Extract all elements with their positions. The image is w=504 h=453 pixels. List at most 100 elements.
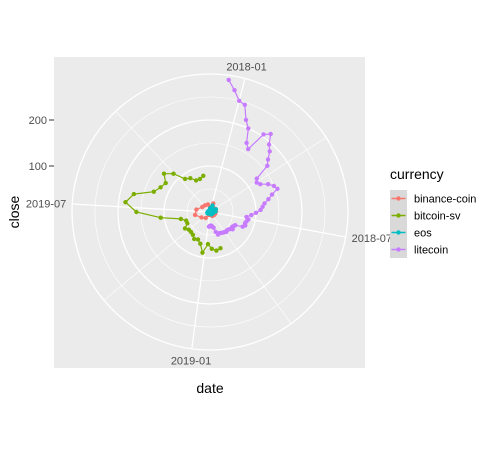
data-point [244,140,249,146]
data-point [214,248,219,253]
angular-tick-label: 2019-01 [171,356,211,368]
data-point [243,117,249,123]
data-point [195,237,201,242]
data-point [134,209,139,215]
angular-tick-labels: 2018-01 2018-07 2019-01 2019-07 [26,62,392,368]
minor-grid-circle [186,188,234,236]
data-point [265,182,271,187]
data-point [246,126,251,131]
data-point [161,171,167,176]
polar-grid [71,73,349,351]
data-point [192,212,198,218]
data-point [158,215,163,220]
data-point [188,176,193,181]
data-point [193,178,199,183]
y-axis-title: close [6,195,22,228]
major-grid-spoke [209,211,346,238]
radial-tick-labels: 100 200 [29,115,54,173]
data-point [207,208,212,213]
data-point [206,224,212,229]
major-grid-circle [71,73,349,351]
data-point [123,200,128,205]
data-point [254,176,259,181]
data-point [163,180,168,186]
data-point [218,246,223,251]
legend-key-point [396,247,401,252]
data-point [197,176,203,182]
data-point [151,189,156,194]
data-point [254,180,259,185]
data-point [275,186,280,191]
legend-label: eos [414,228,432,240]
data-point [194,207,199,212]
radial-tick-label: 200 [29,115,47,127]
data-point [265,163,270,168]
series-bitcoin-sv [123,171,223,255]
legend-key-point [396,230,401,235]
data-point [269,192,275,197]
data-point [182,176,188,182]
legend-entry-binance-coin: binance-coin [390,190,476,207]
minor-grid-spoke [103,211,211,301]
major-grid-spoke [72,203,211,213]
angular-tick-label: 2018-07 [352,233,392,245]
legend-key-point [396,213,401,218]
data-point [266,197,271,202]
legend-entry-eos: eos [390,224,432,241]
data-point [237,98,242,104]
data-point [258,207,263,213]
data-point [226,77,231,83]
data-point [232,88,237,93]
data-point [271,183,277,189]
major-grid-spoke [191,211,211,349]
data-point [240,224,245,229]
legend-label: binance-coin [414,194,476,206]
data-point [182,226,188,231]
data-point [198,241,203,246]
data-point [158,185,163,190]
data-points [123,77,280,255]
data-point [205,241,211,247]
minor-grid-circle [94,96,326,328]
series-eos [205,203,218,217]
data-point [184,218,189,223]
minor-grid-circle [140,142,280,282]
data-point [267,149,272,154]
data-point [261,132,266,137]
legend-label: litecoin [414,245,448,257]
data-point [171,171,176,176]
angular-tick-label: 2019-07 [26,199,66,211]
data-point [209,246,214,251]
data-point [186,227,191,232]
data-point [246,146,251,152]
legend-label: bitcoin-sv [414,211,461,223]
data-point [262,201,267,206]
legend: currency binance-coin bitcoin-sv eos liteco… [390,166,476,258]
data-point [203,215,208,221]
x-axis-title: date [196,380,223,396]
legend-key-point [396,196,401,201]
series-litecoin [206,77,280,237]
legend-entries: binance-coin bitcoin-sv eos litecoin [390,190,476,258]
minor-grid-spoke [209,137,327,213]
data-point [210,203,215,208]
data-point [192,236,197,242]
data-point [205,202,211,207]
data-point [249,212,254,218]
data-point [131,191,137,197]
data-point [265,157,271,162]
radial-tick-label: 100 [29,161,47,173]
major-grid-circle [117,119,303,305]
data-point [268,131,273,137]
data-point [253,210,259,215]
legend-title: currency [390,166,444,182]
data-point [199,215,204,220]
angular-tick-label: 2018-01 [226,62,266,74]
legend-entry-bitcoin-sv: bitcoin-sv [390,207,461,224]
data-point [258,182,263,187]
data-point [200,250,205,255]
data-point [201,173,206,178]
data-point [213,229,218,235]
data-point [242,102,247,108]
